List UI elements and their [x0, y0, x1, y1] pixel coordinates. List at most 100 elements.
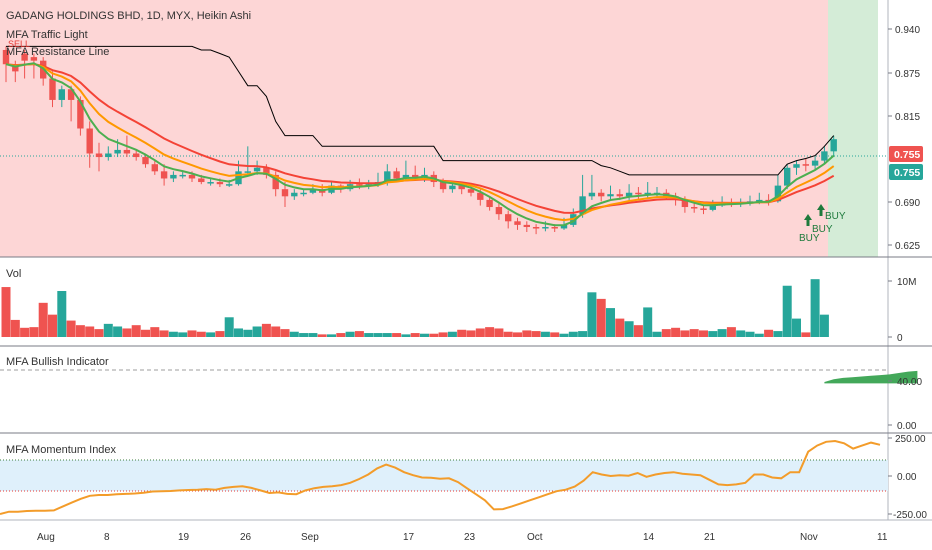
volume-bar — [354, 331, 364, 337]
volume-bar — [513, 332, 522, 337]
volume-bar — [606, 308, 615, 337]
candle-body — [179, 174, 186, 177]
resistance-line-label[interactable]: MFA Resistance Line — [6, 46, 109, 58]
bullish-pane[interactable]: MFA Bullish Indicator 40.00 0.00 — [0, 356, 922, 432]
candle-body — [188, 174, 196, 179]
candle-body — [477, 192, 484, 200]
candle-body — [151, 164, 158, 172]
bullish-area — [824, 370, 918, 384]
volume-pane[interactable]: Vol 10M 0 — [1, 268, 917, 344]
volume-bar — [717, 329, 727, 337]
candle-body — [86, 128, 93, 154]
candle-body — [635, 192, 642, 195]
volume-bar — [578, 331, 588, 337]
candle-body — [523, 224, 530, 228]
volume-bar — [745, 331, 755, 337]
candle-body — [105, 153, 112, 158]
volume-bar — [447, 331, 457, 337]
candle-body — [402, 174, 410, 179]
candle-body — [774, 185, 782, 202]
traffic-light-label[interactable]: MFA Traffic Light — [6, 29, 88, 41]
momentum-pane[interactable]: MFA Momentum Index 250.00 0.00 -250.00 — [0, 434, 927, 521]
ema-fast-line — [5, 62, 835, 227]
volume-bar — [373, 333, 383, 337]
candle-body — [226, 184, 233, 186]
price-pane[interactable]: GADANG HOLDINGS BHD, 1D, MYX, Heikin Ash… — [0, 0, 888, 257]
volume-bar — [810, 279, 820, 337]
last-price-badge-green: 0.755 — [889, 164, 923, 180]
svg-text:250.00: 250.00 — [895, 434, 926, 445]
candle-body — [291, 192, 298, 197]
volume-bar — [773, 331, 783, 337]
svg-text:0.690: 0.690 — [895, 198, 920, 209]
volume-bar — [494, 328, 504, 337]
candle-body — [560, 224, 568, 229]
volume-bar — [615, 318, 625, 337]
volume-bar — [559, 333, 569, 337]
svg-text:0.00: 0.00 — [897, 421, 917, 432]
svg-text:0.755: 0.755 — [894, 149, 920, 161]
svg-text:0.875: 0.875 — [895, 69, 920, 80]
volume-bar — [94, 329, 104, 337]
candle-body — [811, 160, 819, 166]
volume-bar — [438, 332, 448, 337]
candle-body — [784, 167, 791, 186]
volume-bar — [196, 331, 206, 337]
candle-body — [95, 153, 103, 158]
volume-bar — [801, 332, 811, 337]
volume-bar — [485, 327, 495, 337]
candle-body — [495, 207, 503, 215]
volume-bar — [150, 327, 160, 337]
time-label: 23 — [464, 532, 476, 543]
volume-bar — [550, 332, 560, 337]
svg-text:0.625: 0.625 — [895, 241, 920, 252]
time-label: 26 — [240, 532, 252, 543]
sell-signal-label: SELL — [8, 39, 30, 49]
volume-bar — [429, 333, 439, 337]
volume-bar — [122, 328, 132, 337]
volume-bar — [652, 331, 662, 337]
bullish-tick: 40.00 — [888, 377, 922, 388]
volume-bar — [280, 329, 290, 337]
price-scale[interactable]: 0.940 0.875 0.815 0.690 0.625 0.755 0.75… — [887, 0, 923, 520]
candle-body — [551, 227, 558, 229]
candle-body — [216, 182, 224, 185]
volume-bar — [243, 329, 253, 337]
candle-body — [12, 64, 19, 72]
volume-bar — [308, 333, 318, 337]
candle-body — [505, 214, 512, 222]
volume-bar — [131, 325, 141, 337]
arrow-up-icon — [804, 214, 812, 226]
candle-body — [21, 53, 28, 61]
time-axis[interactable]: Aug 8 19 26 Sep 17 23 Oct 14 21 Nov 11 — [37, 532, 888, 543]
time-label: Aug — [37, 532, 55, 543]
momentum-title: MFA Momentum Index — [6, 444, 117, 456]
volume-bar — [317, 334, 327, 337]
volume-bar — [224, 317, 234, 337]
svg-text:0.815: 0.815 — [895, 112, 920, 123]
volume-bar — [57, 291, 67, 337]
volume-bars — [1, 279, 829, 337]
momentum-tick: -250.00 — [888, 510, 927, 521]
candle-body — [133, 153, 140, 158]
volume-bar — [364, 333, 374, 337]
candle-body — [309, 189, 317, 193]
volume-tick: 0 — [888, 333, 903, 344]
volume-bar — [568, 331, 578, 337]
candle-body — [49, 78, 56, 100]
price-tick: 0.690 — [888, 198, 920, 209]
candle-body — [114, 149, 121, 154]
svg-text:0.00: 0.00 — [897, 472, 917, 483]
volume-title: Vol — [6, 268, 21, 280]
volume-bar — [754, 333, 764, 337]
candle-body — [802, 164, 809, 166]
price-tick: 0.815 — [888, 112, 920, 123]
bullish-title: MFA Bullish Indicator — [6, 356, 109, 368]
candle-body — [756, 199, 763, 202]
buy-signal-label-1: BUY — [799, 233, 820, 244]
candle-body — [281, 189, 289, 197]
candle-body — [486, 199, 493, 208]
volume-bar — [10, 319, 20, 337]
svg-text:0.755: 0.755 — [894, 167, 920, 179]
